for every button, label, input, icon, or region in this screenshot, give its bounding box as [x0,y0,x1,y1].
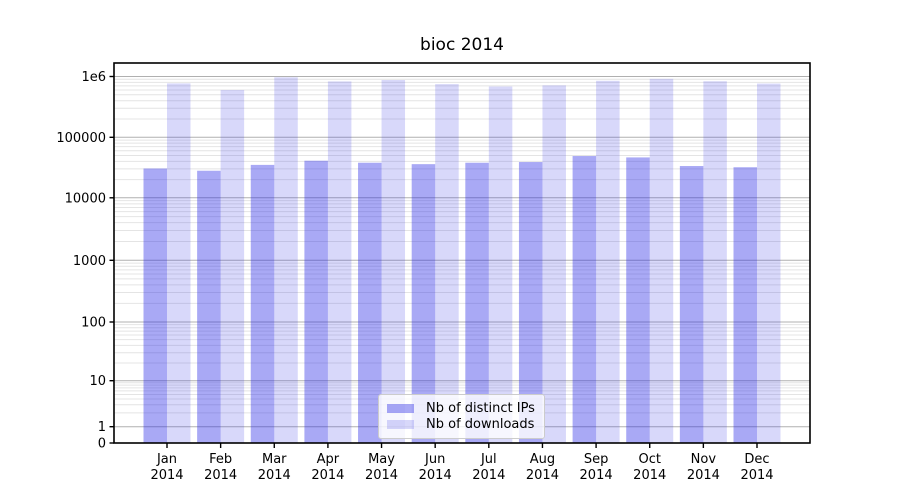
x-tick-label-year: 2014 [258,468,291,483]
chart-title: bioc 2014 [420,35,504,55]
x-tick-label-month: Aug [530,452,555,467]
legend-label-downloads: Nb of downloads [426,417,535,433]
y-tick-label: 1e6 [81,70,106,85]
x-tick-label-month: Jan [156,452,177,467]
x-tick-label-year: 2014 [311,468,344,483]
y-tick-label: 10000 [65,191,106,206]
legend-item-distinct-ips: Nb of distinct IPs [387,401,535,416]
legend-item-downloads: Nb of downloads [387,417,535,432]
legend-label-distinct-ips: Nb of distinct IPs [426,400,535,416]
bar [435,84,459,443]
legend-swatch-downloads [387,420,414,430]
bar [327,81,352,444]
x-tick-label-year: 2014 [204,468,237,483]
bar [220,89,245,443]
bar [649,78,674,444]
x-tick-label-month: Jun [424,452,445,467]
bar [703,81,727,443]
x-tick-label-year: 2014 [526,468,559,483]
bar [488,86,513,443]
x-tick-label-month: Mar [262,452,287,467]
legend: Nb of distinct IPs Nb of downloads [378,394,545,439]
x-tick-label-year: 2014 [687,468,720,483]
x-tick-label-year: 2014 [580,468,613,483]
minor-gridlines [114,78,810,414]
bar [626,157,650,443]
y-tick-label: 1000 [73,254,106,269]
bar [465,162,489,444]
x-tick-label-year: 2014 [419,468,452,483]
y-tick-label: 10 [89,374,106,389]
bar [411,164,436,444]
bar [197,170,221,443]
x-tick-label-month: Sep [584,452,609,467]
x-tick-label-month: Feb [209,452,232,467]
bar [572,156,597,443]
bar [518,162,543,443]
major-gridlines [114,76,810,428]
x-tick-label-month: Apr [317,452,340,467]
bar [167,83,191,443]
bar [542,85,566,444]
x-tick-label-month: Dec [744,452,769,467]
bar [304,160,328,444]
bar [756,83,781,443]
bar [250,164,275,443]
plot-border [113,62,811,444]
legend-swatch-distinct-ips [387,403,414,413]
bar [596,80,620,444]
x-tick-label-year: 2014 [365,468,398,483]
x-tick-label-year: 2014 [472,468,505,483]
x-tick-label-month: Jul [480,452,497,467]
bar [358,162,382,444]
x-tick-label-year: 2014 [150,468,183,483]
x-tick-label-year: 2014 [633,468,666,483]
bar [733,167,757,443]
y-tick-label: 0 [98,437,106,452]
bar [381,80,406,443]
x-tick-label-year: 2014 [740,468,773,483]
y-tick-label: 100000 [56,131,106,146]
axis-tick-labels: 01101001000100001000001e6Jan2014Feb2014M… [56,70,773,483]
x-tick-label-month: Oct [638,452,660,467]
y-tick-label: 1 [98,420,106,435]
bar [274,77,298,444]
bars [143,77,781,444]
y-tick-label: 100 [81,316,106,331]
x-tick-label-month: May [368,452,395,467]
bar [143,168,167,443]
bar [679,166,704,443]
x-tick-label-month: Nov [691,452,717,467]
